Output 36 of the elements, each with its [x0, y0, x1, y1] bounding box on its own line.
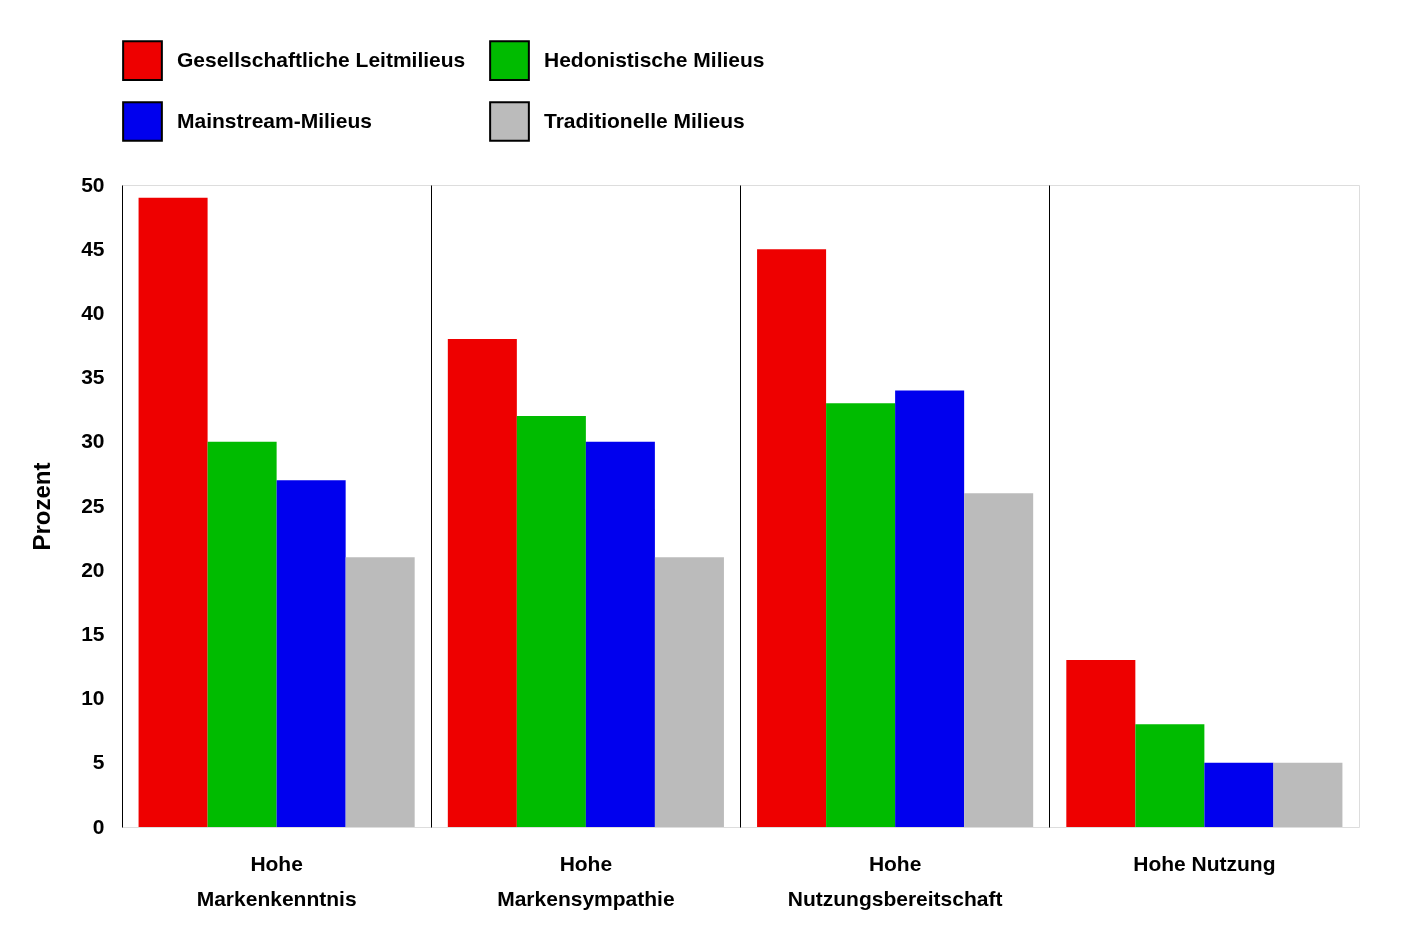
bar	[447, 339, 517, 827]
legend-label: Hedonistische Milieus	[544, 47, 765, 71]
x-tick-label: Hohe Markensympathie	[497, 851, 675, 910]
legend-label: Traditionelle Milieus	[544, 108, 745, 132]
bar	[654, 557, 724, 827]
y-tick-label: 20	[81, 557, 105, 581]
y-tick-label: 15	[81, 621, 105, 645]
x-tick-label: Hohe Nutzung	[1133, 851, 1276, 875]
y-tick-label: 45	[81, 236, 105, 260]
bar	[1066, 660, 1136, 827]
bar	[757, 249, 827, 827]
bar	[895, 390, 965, 827]
legend-label: Mainstream-Milieus	[177, 108, 372, 132]
legend-label: Gesellschaftliche Leitmilieus	[177, 47, 466, 71]
y-tick-label: 40	[81, 300, 105, 324]
x-tick-label: Hohe Nutzungsbereitschaft	[787, 851, 1003, 910]
bar	[585, 441, 655, 827]
y-tick-label: 5	[92, 750, 105, 774]
x-tick-label: Hohe Markenkenntnis	[196, 851, 357, 910]
bar	[1273, 762, 1343, 827]
bar	[964, 493, 1034, 827]
bar	[138, 197, 208, 827]
bar	[207, 441, 277, 827]
bar	[345, 557, 415, 827]
y-tick-label: 30	[81, 429, 105, 453]
y-axis-title: Prozent	[28, 462, 56, 551]
y-tick-label: 0	[92, 814, 105, 838]
y-tick-label: 10	[81, 686, 105, 710]
y-tick-label: 25	[81, 493, 105, 517]
y-tick-label: 35	[81, 365, 105, 389]
bar	[1204, 762, 1274, 827]
bar	[276, 480, 346, 827]
bar	[516, 416, 586, 827]
y-tick-label: 50	[81, 172, 105, 196]
bar	[1135, 724, 1205, 827]
bar	[826, 403, 896, 827]
